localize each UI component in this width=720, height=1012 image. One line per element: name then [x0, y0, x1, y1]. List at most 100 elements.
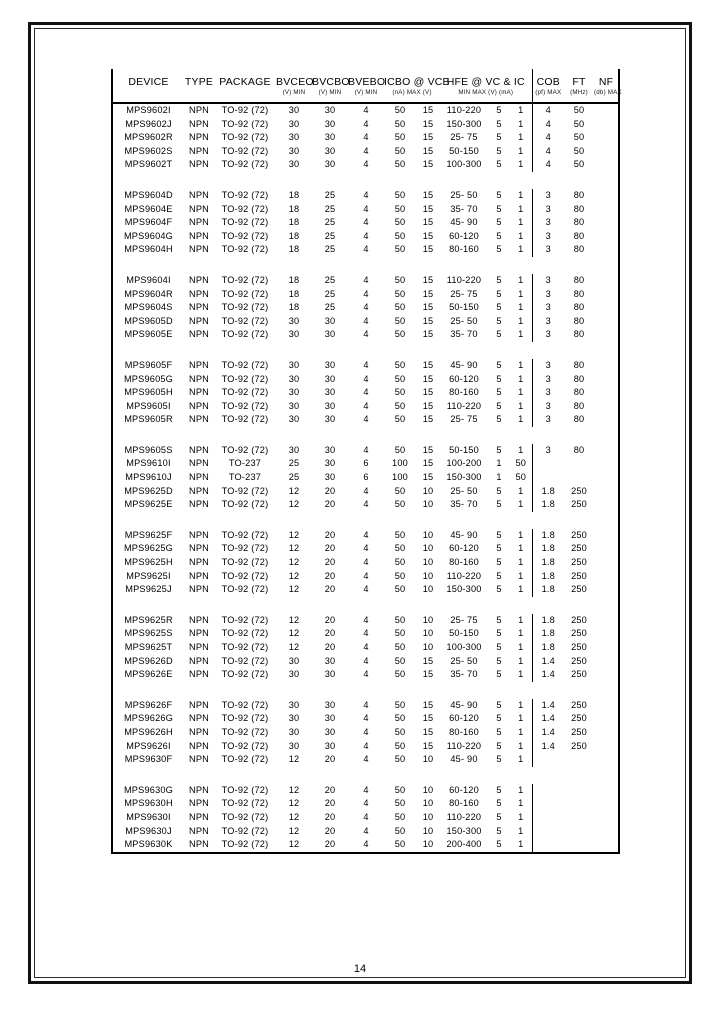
cell-nf — [594, 825, 619, 839]
cell-device: MPS9605G — [123, 373, 174, 384]
cell-bvcbo: 25 — [324, 302, 336, 313]
cell-hfe: 45- 90 — [450, 359, 478, 370]
cell-ft: 250 — [571, 699, 587, 710]
cell-vc: 5 — [496, 726, 502, 737]
cell-bvebo: 4 — [363, 655, 369, 666]
cell-vc: 5 — [496, 699, 502, 710]
cell-device: MPS9626H — [124, 726, 173, 737]
cell-bvceo: 30 — [288, 414, 300, 425]
cell-device: MPS9625E — [124, 499, 173, 510]
cell-ft: 80 — [573, 329, 585, 340]
cell-type: NPN — [189, 414, 209, 425]
cell-bvceo: 12 — [288, 754, 300, 765]
cell-type: NPN — [189, 726, 209, 737]
cell-icbo: 50 — [394, 387, 406, 398]
cell-device: MPS9625G — [123, 543, 174, 554]
cell-bvebo: 4 — [363, 302, 369, 313]
cell-cob: 1.4 — [531, 739, 565, 754]
cell-package: TO-237 — [228, 458, 262, 469]
cell-nf — [594, 328, 619, 342]
cell-vc: 5 — [496, 557, 502, 568]
cell-icbo: 50 — [394, 132, 406, 143]
cell-vcb: 10 — [422, 614, 434, 625]
cell-cob: 3 — [531, 202, 565, 217]
cell-vc: 5 — [496, 614, 502, 625]
cell-vcb: 15 — [422, 359, 434, 370]
cell-vcb: 15 — [422, 373, 434, 384]
cell-vc: 5 — [496, 839, 502, 850]
cell-package: TO-92 (72) — [221, 529, 269, 540]
cell-package: TO-92 (72) — [221, 387, 269, 398]
cell-hfe: 35- 70 — [450, 499, 478, 510]
cell-package: TO-92 (72) — [221, 754, 269, 765]
cell-package: TO-92 (72) — [221, 543, 269, 554]
group-separator-cell — [112, 597, 619, 614]
cell-ic: 1 — [518, 754, 524, 765]
cell-vc: 5 — [496, 329, 502, 340]
cell-hfe: 110-220 — [446, 811, 482, 822]
cell-ic: 1 — [518, 825, 524, 836]
cell-ft: 50 — [573, 118, 585, 129]
cell-vc: 5 — [496, 754, 502, 765]
cell-vcb: 15 — [422, 329, 434, 340]
table-row: MPS9605S NPN TO-92 (72) 30 30 4 50 15 50-150 5 1 3 8… — [112, 443, 619, 458]
cell-type: NPN — [189, 244, 209, 255]
cell-vcb: 15 — [422, 244, 434, 255]
table-row: MPS9625T NPN TO-92 (72) 12 20 4 50 10 100-300 5 1 1… — [112, 641, 619, 655]
cell-ft: 250 — [571, 543, 587, 554]
cell-hfe: 25- 50 — [450, 485, 478, 496]
cell-ic: 1 — [518, 118, 524, 129]
cell-nf — [594, 485, 619, 499]
table-row: MPS9626F NPN TO-92 (72) 30 30 4 50 15 45- 90 5 1 1.… — [112, 698, 619, 713]
cell-ft: 250 — [571, 529, 587, 540]
cell-ft: 250 — [571, 485, 587, 496]
cell-cob: 1.8 — [531, 528, 565, 543]
cell-bvebo: 4 — [363, 118, 369, 129]
cell-ic: 1 — [518, 557, 524, 568]
cell-nf — [594, 274, 619, 288]
cell-nf — [594, 301, 619, 315]
cell-ft — [564, 838, 594, 853]
cell-ic: 1 — [518, 798, 524, 809]
cell-type: NPN — [189, 274, 209, 285]
cell-icbo: 50 — [394, 400, 406, 411]
cell-vc: 5 — [496, 669, 502, 680]
cell-vcb: 15 — [422, 472, 434, 483]
cell-bvceo: 12 — [288, 798, 300, 809]
cell-nf — [594, 203, 619, 217]
cell-bvcbo: 20 — [324, 798, 336, 809]
cell-icbo: 50 — [394, 754, 406, 765]
cell-type: NPN — [189, 570, 209, 581]
group-separator-cell — [112, 512, 619, 529]
cell-device: MPS9630F — [124, 754, 173, 765]
cell-package: TO-92 (72) — [221, 315, 269, 326]
cell-bvceo: 12 — [288, 499, 300, 510]
group-separator-cell — [112, 767, 619, 784]
cell-vcb: 15 — [422, 444, 434, 455]
cell-icbo: 50 — [394, 118, 406, 129]
cell-bvebo: 4 — [363, 529, 369, 540]
cell-hfe: 100-300 — [446, 159, 482, 170]
cell-hfe: 50-150 — [449, 628, 479, 639]
cell-vc: 5 — [496, 740, 502, 751]
cell-ic: 1 — [518, 529, 524, 540]
cell-package: TO-92 (72) — [221, 359, 269, 370]
cell-package: TO-92 (72) — [221, 244, 269, 255]
cell-nf — [594, 498, 619, 512]
cell-nf — [594, 655, 619, 669]
cell-hfe: 80-160 — [449, 798, 479, 809]
cell-bvcbo: 30 — [324, 145, 336, 156]
cell-cob: 3 — [531, 287, 565, 302]
cell-hfe: 80-160 — [449, 244, 479, 255]
cell-vc: 5 — [496, 584, 502, 595]
cell-package: TO-92 (72) — [221, 329, 269, 340]
cell-device: MPS9604G — [123, 230, 174, 241]
cell-cob: 3 — [531, 216, 565, 230]
cell-vc: 5 — [496, 784, 502, 795]
cell-type: NPN — [189, 329, 209, 340]
cell-nf — [594, 784, 619, 798]
cell-icbo: 50 — [394, 726, 406, 737]
cell-vcb: 10 — [422, 570, 434, 581]
cell-cob: 1.8 — [531, 627, 565, 641]
cell-icbo: 50 — [394, 825, 406, 836]
